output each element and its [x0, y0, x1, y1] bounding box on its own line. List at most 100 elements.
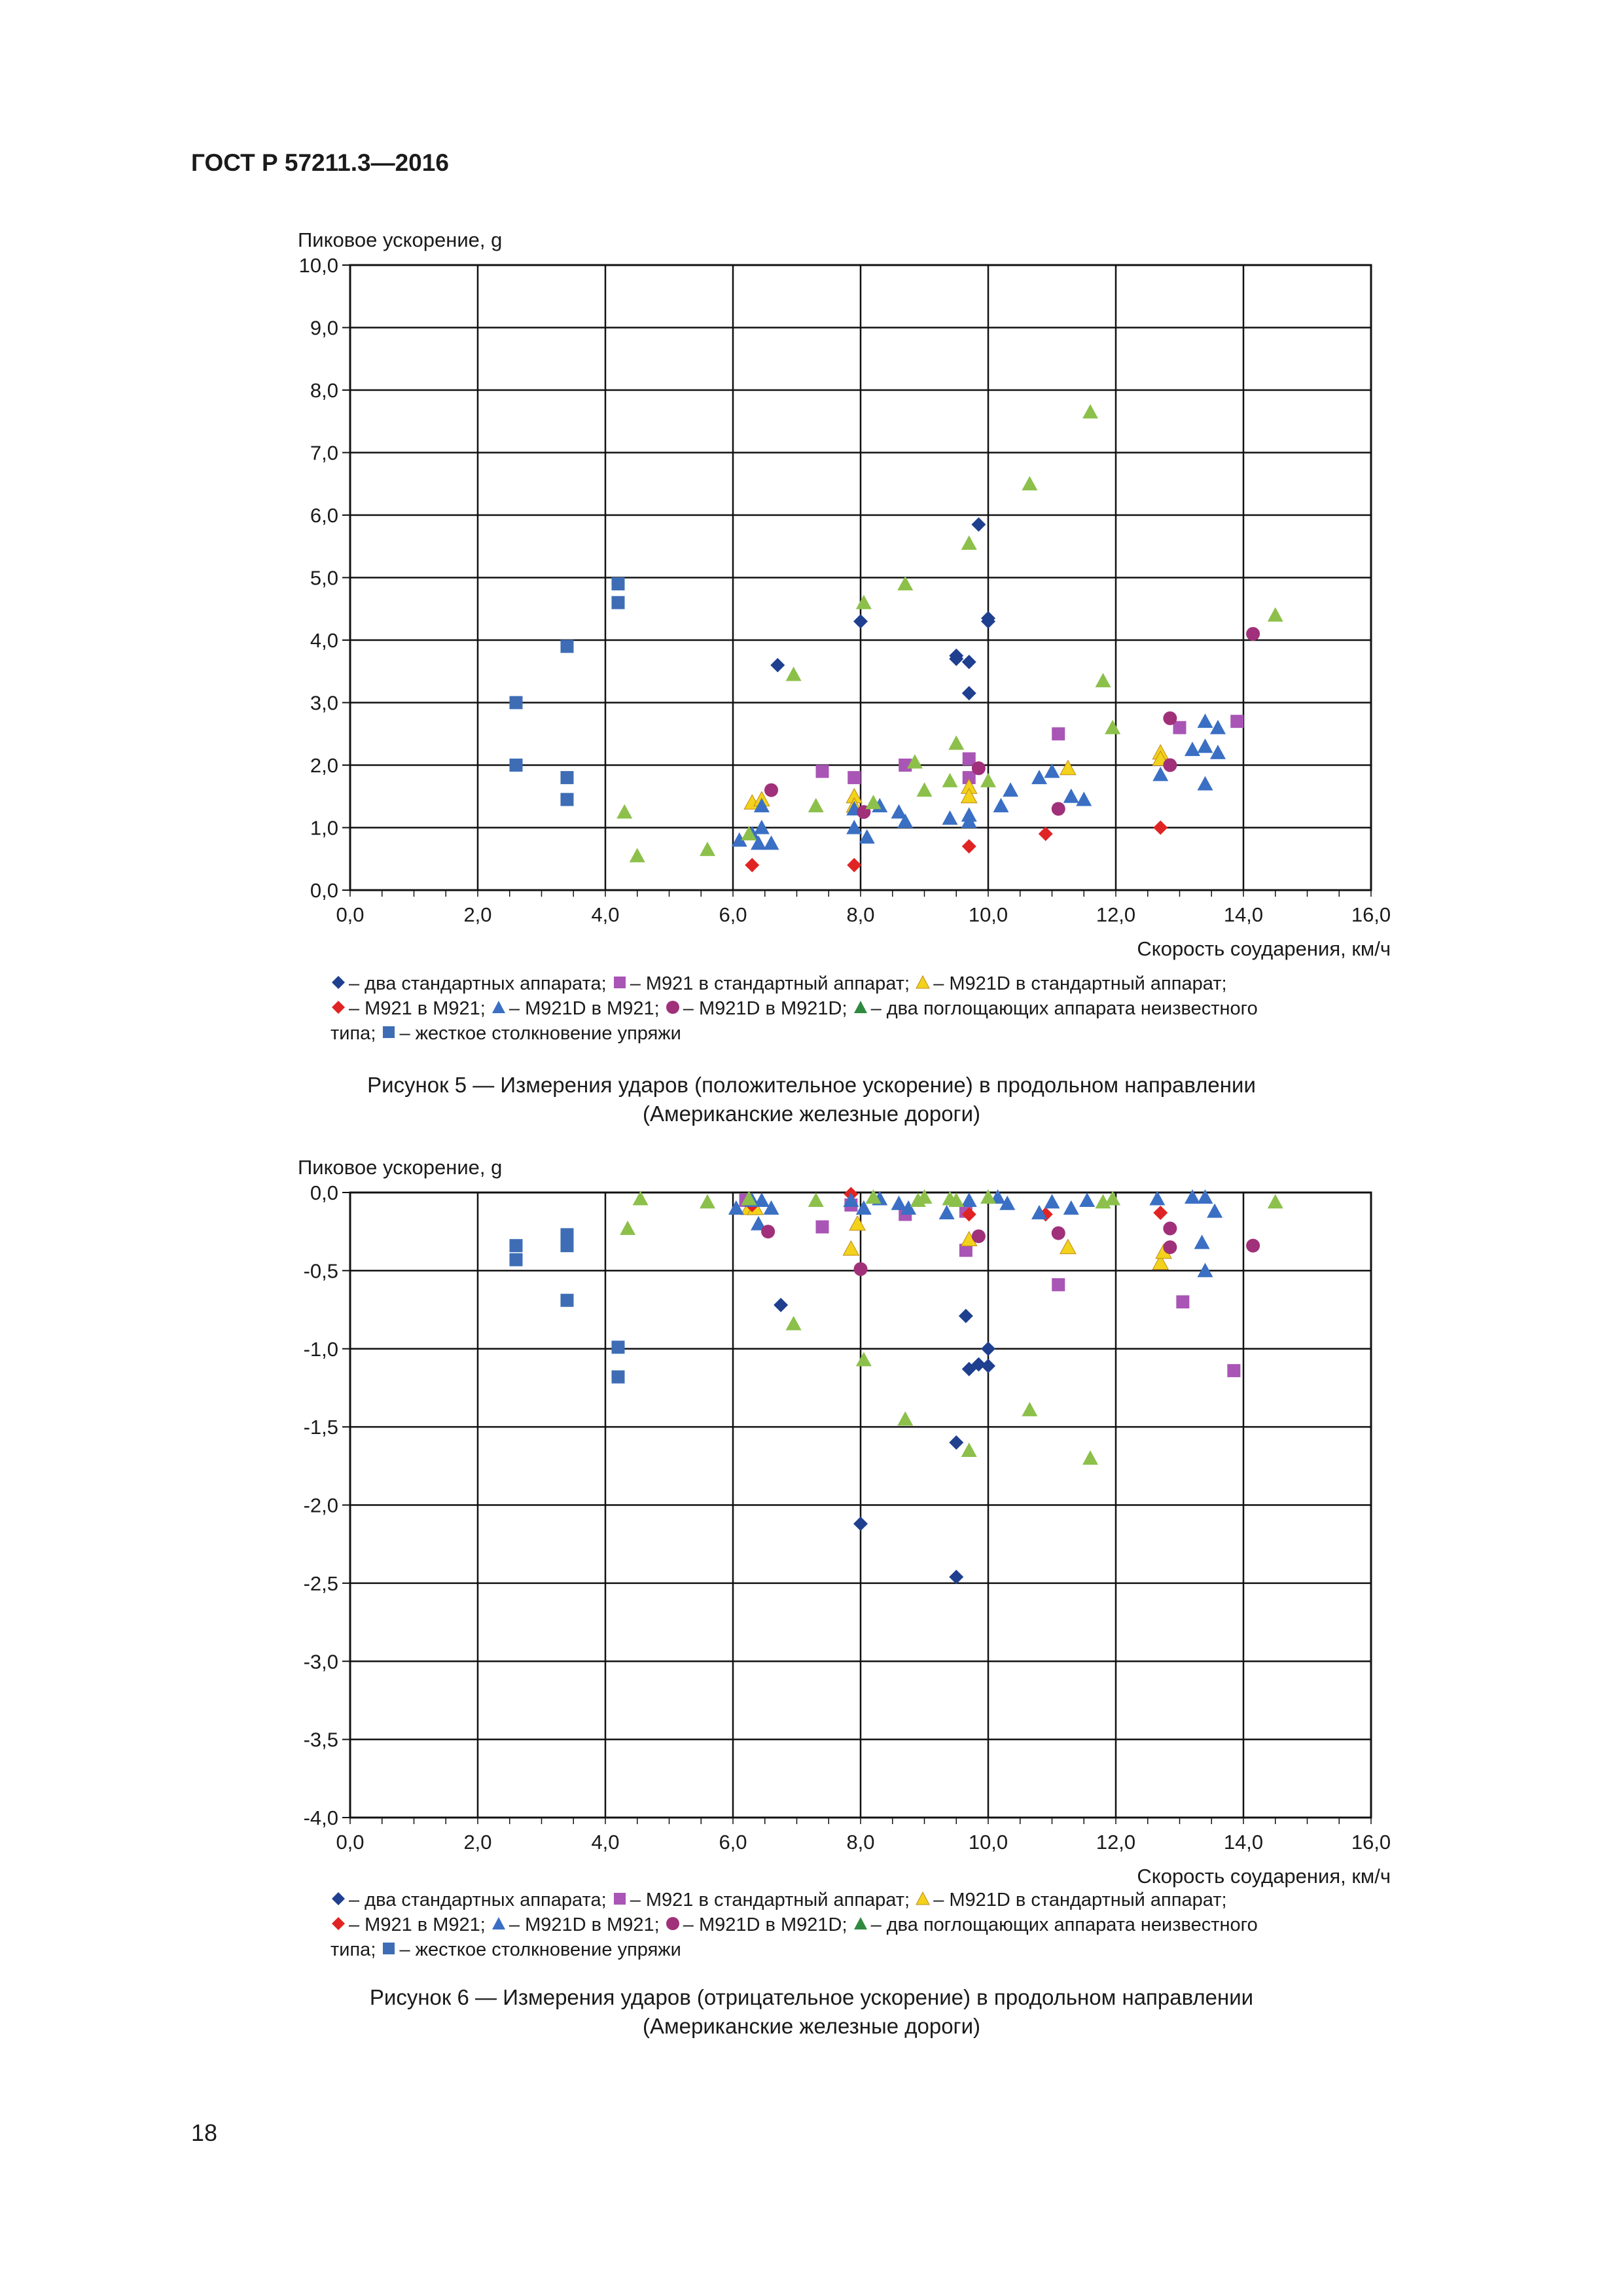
data-point — [1173, 721, 1186, 734]
data-point — [846, 819, 863, 834]
y-tick-label: 7,0 — [310, 442, 338, 465]
data-point — [981, 1341, 995, 1356]
x-tick-label: 8,0 — [846, 903, 874, 926]
data-point — [906, 754, 923, 769]
data-point — [761, 1225, 776, 1239]
x-tick-label: 12,0 — [1096, 903, 1135, 926]
y-tick-label: -2,5 — [304, 1572, 338, 1595]
data-point — [942, 772, 958, 787]
legend-figure-5: – два стандартных аппарата; – M921 в ста… — [330, 972, 1456, 1047]
y-tick-label: 2,0 — [310, 754, 338, 777]
legend-item-rigid-coupling: – жесткое столкновение упряжи — [381, 1023, 681, 1044]
data-point — [891, 804, 907, 819]
x-tick-label: 2,0 — [463, 1831, 491, 1854]
x-tick-label: 16,0 — [1351, 903, 1391, 926]
legend-item-m921d-m921: – M921D в M921; — [491, 998, 660, 1019]
y-tick-label: -1,5 — [304, 1416, 338, 1439]
data-point — [859, 829, 875, 844]
data-point — [1227, 1364, 1241, 1378]
data-point — [1163, 711, 1177, 725]
caption-line: (Американские железные дороги) — [642, 2014, 981, 2038]
data-point — [632, 1191, 649, 1206]
legend-label: – M921 в стандартный аппарат; — [630, 973, 910, 994]
data-point — [753, 1192, 770, 1207]
triangle-icon — [915, 1889, 931, 1913]
data-point — [745, 857, 760, 872]
data-point — [560, 771, 574, 785]
data-point — [961, 839, 976, 854]
data-point — [849, 1215, 866, 1231]
legend-label: – M921D в стандартный аппарат; — [933, 1890, 1227, 1910]
data-point — [1185, 742, 1200, 757]
data-point — [949, 1570, 964, 1585]
legend-label: типа; — [330, 1939, 376, 1960]
data-point — [962, 771, 976, 785]
legend-item-m921d-m921d: – M921D в M921D; — [665, 1914, 847, 1935]
series-m921d-m921d — [764, 626, 1260, 819]
x-tick-label: 2,0 — [463, 903, 491, 926]
data-point — [774, 1297, 789, 1312]
y-tick-label: 0,0 — [310, 879, 338, 902]
data-point — [560, 1293, 574, 1307]
data-point — [1052, 1278, 1065, 1291]
legend-label: типа; — [330, 1022, 376, 1044]
data-point — [1082, 404, 1098, 419]
data-point — [961, 1207, 976, 1222]
legend-item-two-absorbing-cont: типа; — [330, 1939, 376, 1960]
y-tick-label: -4,0 — [304, 1806, 338, 1829]
data-point — [961, 1192, 977, 1207]
data-point — [509, 759, 523, 772]
x-tick-label: 0,0 — [336, 903, 364, 926]
data-point — [916, 1189, 933, 1204]
data-point — [948, 1192, 965, 1207]
data-point — [1152, 1254, 1169, 1270]
data-point — [1197, 776, 1213, 791]
square-icon — [381, 1022, 397, 1047]
data-point — [611, 596, 625, 609]
data-point — [999, 1195, 1016, 1210]
caption-line: Рисунок 5 — Измерения ударов (положитель… — [367, 1073, 1256, 1097]
data-point — [1197, 1263, 1213, 1278]
data-point — [1044, 1194, 1060, 1209]
legend-label: – M921 в M921; — [349, 1914, 486, 1935]
series-two-standard — [774, 1297, 995, 1585]
diamond-icon — [330, 997, 346, 1022]
data-point — [808, 798, 824, 813]
data-point — [847, 771, 861, 785]
data-point — [1163, 758, 1177, 772]
data-point — [1105, 1191, 1121, 1206]
data-point — [897, 576, 914, 591]
data-point — [785, 1316, 802, 1331]
data-point — [960, 787, 978, 804]
data-point — [942, 810, 958, 825]
series-m921d-m921 — [728, 1189, 1223, 1278]
data-point — [815, 764, 829, 778]
data-point — [1176, 1295, 1190, 1309]
series-m921d-m921d — [761, 1221, 1260, 1276]
data-point — [1082, 1450, 1098, 1465]
data-point — [855, 594, 872, 609]
data-point — [981, 611, 995, 626]
data-point — [1022, 476, 1038, 491]
x-tick-label: 8,0 — [846, 1831, 874, 1854]
data-point — [700, 841, 715, 856]
data-point — [611, 1370, 625, 1384]
data-point — [751, 1215, 766, 1230]
data-point — [843, 1192, 859, 1207]
data-point — [1022, 1401, 1038, 1416]
y-axis-label: Пиковое ускорение, g — [298, 1156, 502, 1179]
data-point — [901, 1200, 917, 1215]
data-point — [728, 1200, 744, 1215]
series-m921-standard — [815, 715, 1244, 785]
triangle-icon — [491, 997, 507, 1022]
legend-item-m921d-m921: – M921D в M921; — [491, 1914, 660, 1935]
data-point — [1063, 1200, 1079, 1215]
diamond-icon — [330, 1914, 346, 1938]
legend-label: – два стандартных аппарата; — [349, 1890, 607, 1910]
circle-icon — [665, 997, 681, 1022]
data-point — [1031, 770, 1047, 785]
y-tick-label: 5,0 — [310, 567, 338, 590]
data-point — [971, 1229, 986, 1244]
plot-frame — [349, 264, 1372, 891]
